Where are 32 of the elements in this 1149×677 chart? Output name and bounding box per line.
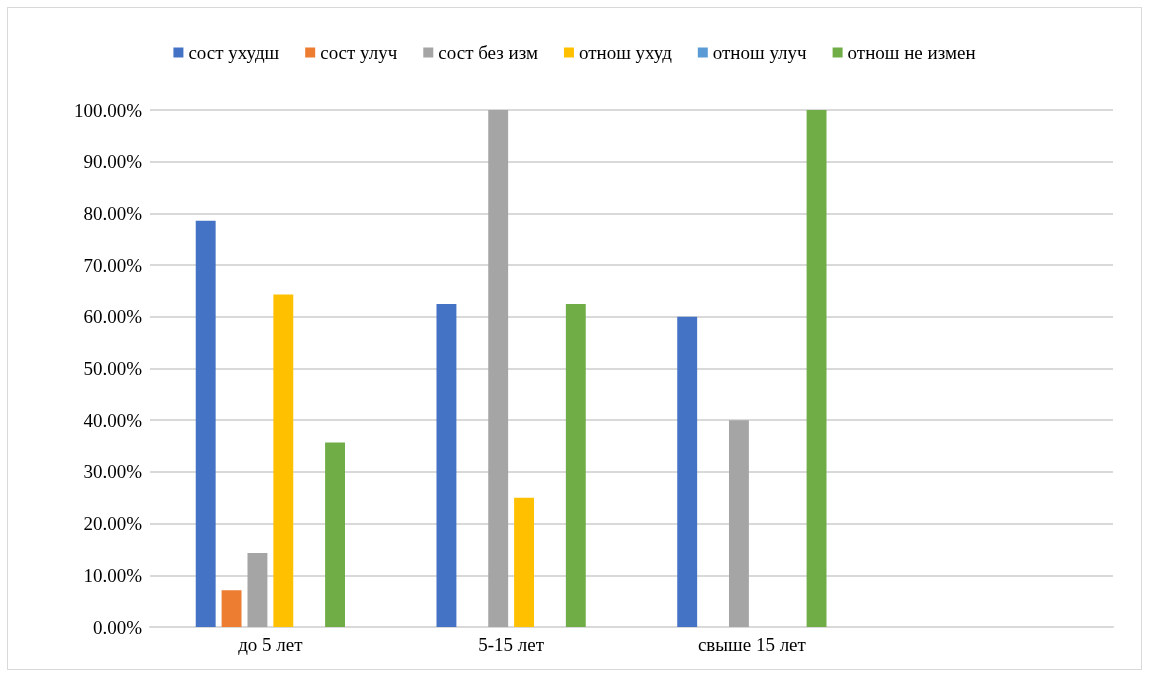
y-tick-label: 30.00% (83, 461, 143, 483)
bar (806, 110, 827, 627)
bar (325, 442, 346, 627)
bar (221, 590, 242, 627)
x-tick-label: 5-15 лет (478, 634, 545, 655)
legend-label: отнош не измен (847, 42, 976, 63)
y-tick-label: 20.00% (83, 513, 143, 535)
bar (728, 420, 749, 627)
y-tick-label: 40.00% (83, 409, 143, 431)
y-tick-label: 80.00% (83, 202, 143, 224)
y-tick-label: 0.00% (92, 616, 143, 638)
bar (247, 553, 268, 627)
bar (514, 497, 535, 627)
y-tick-label: 60.00% (83, 306, 143, 328)
legend-label: сост ухудш (188, 42, 280, 63)
legend-label: сост без изм (438, 42, 538, 63)
bar (677, 316, 698, 627)
y-tick-label: 10.00% (83, 564, 143, 586)
legend-label: отнош улуч (712, 42, 808, 63)
y-tick-label: 70.00% (83, 254, 143, 276)
bar (488, 110, 509, 627)
bar (436, 303, 457, 627)
y-tick-label: 100.00% (73, 99, 143, 121)
bar (565, 303, 586, 627)
legend-label: сост улуч (320, 42, 398, 63)
y-tick-label: 50.00% (83, 358, 143, 379)
bar (195, 220, 216, 627)
x-tick-label: до 5 лет (238, 634, 304, 655)
legend-label: отнош ухуд (578, 42, 673, 63)
x-tick-label: свыше 15 лет (697, 634, 807, 655)
y-tick-label: 90.00% (83, 151, 143, 173)
bar (273, 294, 294, 627)
